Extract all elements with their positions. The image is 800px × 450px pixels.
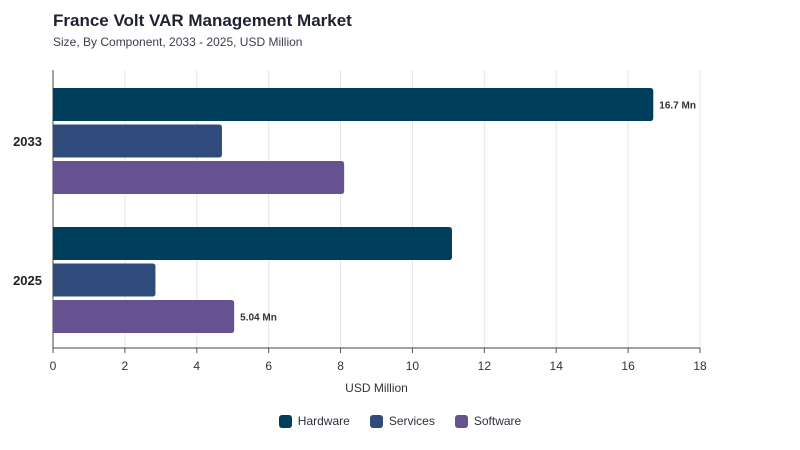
chart-legend: Hardware Services Software xyxy=(0,414,800,428)
bar-software-2025 xyxy=(53,300,235,333)
x-tick-label: 6 xyxy=(265,359,272,373)
y-category-label: 2025 xyxy=(13,273,42,288)
legend-label: Services xyxy=(388,414,435,428)
legend-label: Software xyxy=(473,414,522,428)
x-tick-label: 4 xyxy=(193,359,200,373)
legend-swatch xyxy=(278,414,292,428)
x-axis-label: USD Million xyxy=(345,381,408,395)
data-label: 16.7 Mn xyxy=(659,101,696,112)
chart-title: France Volt VAR Management Market xyxy=(53,11,352,30)
bar-software-2033 xyxy=(53,161,345,194)
x-tick-label: 8 xyxy=(337,359,344,373)
legend-item-software: Software xyxy=(454,414,522,428)
x-tick-label: 2 xyxy=(122,359,129,373)
legend-item-services: Services xyxy=(369,414,435,428)
y-category-label: 2033 xyxy=(13,134,42,149)
legend-swatch xyxy=(369,414,383,428)
bar-chart: 0 2 4 6 8 10 12 14 16 18 USD Million 2033 16.7 Mn 202… xyxy=(13,70,707,395)
legend-swatch xyxy=(454,414,468,428)
chart-subtitle: Size, By Component, 2033 - 2025, USD Mil… xyxy=(53,35,303,49)
bar-services-2033 xyxy=(53,124,222,158)
x-tick-label: 0 xyxy=(50,359,57,373)
data-label: 5.04 Mn xyxy=(240,313,277,324)
x-tick-label: 12 xyxy=(478,359,492,373)
legend-label: Hardware xyxy=(297,414,350,428)
bar-hardware-2025 xyxy=(53,227,452,260)
x-tick-label: 18 xyxy=(693,359,707,373)
bar-services-2025 xyxy=(53,263,156,297)
x-tick-label: 16 xyxy=(621,359,635,373)
x-tick-label: 14 xyxy=(550,359,564,373)
x-tick-label: 10 xyxy=(406,359,420,373)
legend-item-hardware: Hardware xyxy=(278,414,350,428)
bar-hardware-2033 xyxy=(53,88,654,121)
